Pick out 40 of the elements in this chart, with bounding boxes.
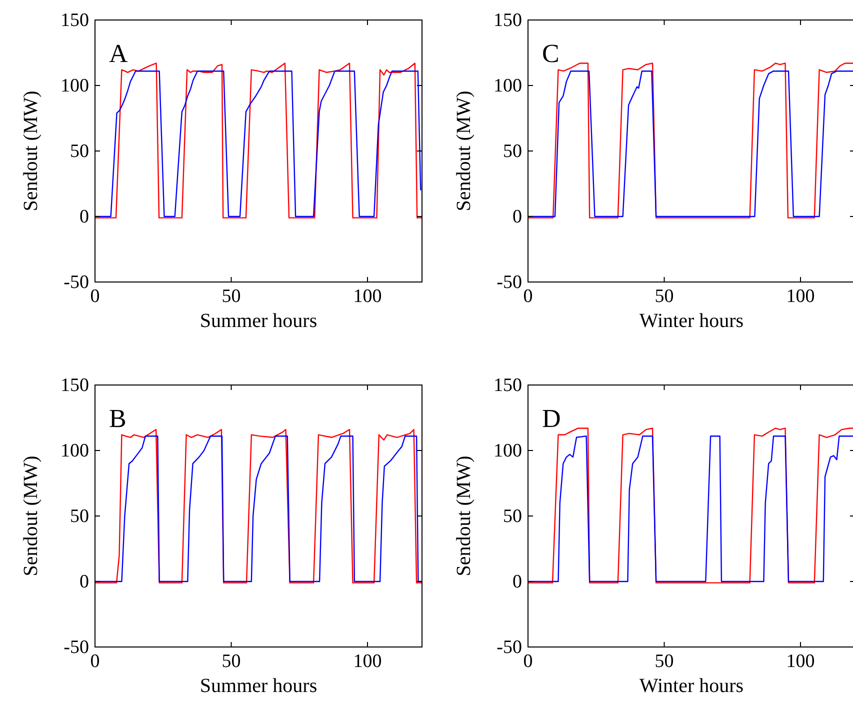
annotation: D <box>542 404 561 433</box>
y-tick-label: 150 <box>494 10 522 31</box>
x-tick-label: 50 <box>654 651 674 672</box>
y-tick-label: 100 <box>60 440 89 462</box>
y-tick-label: -50 <box>64 272 89 293</box>
x-axis-title: Summer hours <box>200 310 318 332</box>
x-tick-label: 100 <box>786 286 815 307</box>
y-tick-label: 100 <box>494 440 522 462</box>
y-tick-label: 50 <box>503 506 522 527</box>
y-tick-label: 0 <box>512 206 522 228</box>
x-axis-title: Winter hours <box>639 675 744 697</box>
y-tick-label: 0 <box>80 206 89 228</box>
y-axis-title: Sendout (MW) <box>20 456 42 576</box>
y-tick-label: -50 <box>496 637 522 658</box>
annotation: A <box>109 39 128 68</box>
y-tick-label: 150 <box>494 375 522 396</box>
x-tick-label: 100 <box>353 286 382 307</box>
y-axis-title: Sendout (MW) <box>20 90 42 212</box>
y-axis-title: Sendout (MW) <box>453 456 475 576</box>
y-tick-label: 50 <box>70 141 89 162</box>
annotation: B <box>109 404 126 433</box>
annotation: C <box>542 39 560 68</box>
x-tick-label: 50 <box>222 286 241 307</box>
y-tick-label: 100 <box>60 76 89 96</box>
x-tick-label: 50 <box>222 651 241 672</box>
y-tick-label: 50 <box>503 141 522 162</box>
y-tick-label: 150 <box>60 10 89 31</box>
x-tick-label: 100 <box>353 651 382 672</box>
y-tick-label: -50 <box>64 637 89 658</box>
y-tick-label: -50 <box>496 272 522 293</box>
x-axis-title: Winter hours <box>639 310 744 332</box>
y-tick-label: 0 <box>512 572 522 592</box>
x-tick-label: 50 <box>654 286 674 307</box>
x-tick-label: 100 <box>786 651 815 672</box>
x-axis-title: Summer hours <box>200 675 318 697</box>
y-tick-label: 100 <box>494 76 522 96</box>
y-tick-label: 0 <box>80 572 89 592</box>
y-tick-label: 150 <box>60 375 89 396</box>
y-tick-label: 50 <box>70 506 89 527</box>
y-axis-title: Sendout (MW) <box>453 90 475 212</box>
